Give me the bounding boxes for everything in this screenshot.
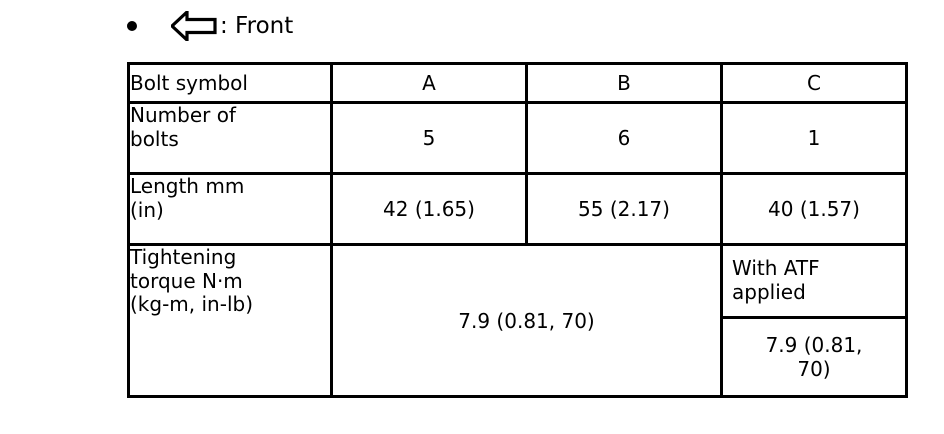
torque-c-note-row: With ATF applied (723, 246, 905, 319)
cell-length-a: 42 (1.65) (330, 172, 528, 246)
header-col-a: A (330, 62, 528, 104)
row-label-line1: Length mm (130, 174, 245, 198)
left-arrow-outline-icon (171, 11, 217, 41)
legend-front-arrow: : Front (127, 8, 293, 44)
torque-c-value-row: 7.9 (0.81, 70) (723, 317, 905, 395)
cell-length-c: 40 (1.57) (720, 172, 908, 246)
row-label-line1: Number of (130, 103, 236, 127)
bullet-dot-icon (127, 21, 137, 31)
row-label-line2: torque N·m (130, 268, 243, 293)
table-row-header: Bolt symbol A B C (127, 62, 908, 104)
cell-bolts-c: 1 (720, 101, 908, 175)
row-label-line3: (kg-m, in-lb) (130, 292, 253, 317)
header-col-b: B (525, 62, 723, 104)
row-label-line1: Tightening (130, 245, 237, 269)
row-label-number-of-bolts: Number of bolts (127, 101, 333, 175)
atf-note-line1: With ATF (732, 256, 820, 281)
table-row-length: Length mm (in) 42 (1.65) 55 (2.17) 40 (1… (127, 172, 908, 246)
table-row-number-of-bolts: Number of bolts 5 6 1 (127, 101, 908, 175)
row-label-tightening-torque: Tightening torque N·m (kg-m, in-lb) (127, 243, 333, 398)
legend-label: : Front (220, 12, 294, 39)
atf-note: With ATF applied (723, 246, 905, 319)
header-col-c: C (720, 62, 908, 104)
cell-bolts-a: 5 (330, 101, 528, 175)
atf-value-line2: 70) (797, 357, 831, 381)
torque-c-split: With ATF applied 7.9 (0.81, 70) (723, 246, 905, 395)
cell-bolts-b: 6 (525, 101, 723, 175)
row-label-line2: bolts (130, 126, 179, 151)
row-label-bolt-symbol: Bolt symbol (127, 62, 333, 104)
cell-torque-merged-ab: 7.9 (0.81, 70) (330, 243, 723, 398)
cell-torque-c: With ATF applied 7.9 (0.81, 70) (720, 243, 908, 398)
cell-length-b: 55 (2.17) (525, 172, 723, 246)
bolt-spec-table: Bolt symbol A B C Number of bolts 5 6 1 … (127, 62, 908, 398)
row-label-length: Length mm (in) (127, 172, 333, 246)
atf-value: 7.9 (0.81, 70) (723, 317, 905, 395)
atf-value-line1: 7.9 (0.81, (765, 333, 863, 357)
atf-note-line2: applied (732, 280, 806, 304)
table-row-tightening-torque: Tightening torque N·m (kg-m, in-lb) 7.9 … (127, 243, 908, 398)
row-label-line2: (in) (130, 197, 164, 222)
